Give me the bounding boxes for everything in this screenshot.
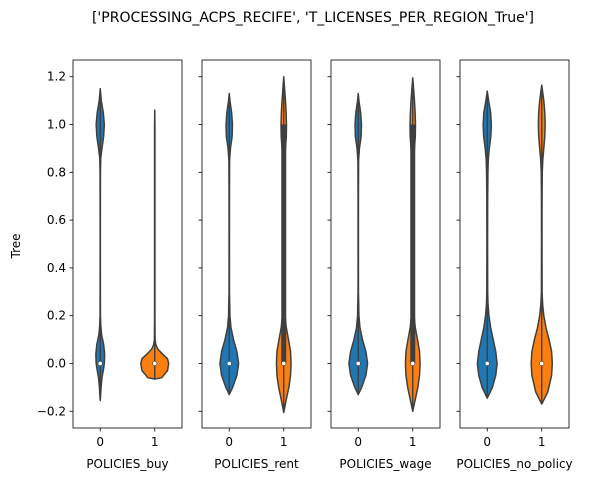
y-tick-label: 1.0 bbox=[47, 118, 66, 132]
panels: −0.2 0.0 0.2 0.4 0.6 0.8 1.0 1.2 0 1 POLICIES_buy 0… bbox=[37, 59, 573, 471]
axes-frame bbox=[330, 59, 441, 429]
y-axis-label: Tree bbox=[9, 233, 23, 259]
panel-3: 0 1 POLICIES_wage bbox=[327, 59, 441, 471]
violin-median bbox=[97, 360, 103, 366]
x-tick-label: 1 bbox=[538, 435, 546, 449]
x-axis-label: POLICIES_rent bbox=[214, 457, 299, 471]
figure-title: ['PROCESSING_ACPS_RECIFE', 'T_LICENSES_P… bbox=[92, 10, 534, 26]
violin-median bbox=[281, 360, 287, 366]
violin-median bbox=[152, 360, 158, 366]
x-axis-label: POLICIES_wage bbox=[339, 457, 431, 471]
y-tick-label: 0.6 bbox=[47, 213, 66, 227]
y-tick-label: 0.0 bbox=[47, 356, 66, 370]
x-tick-label: 0 bbox=[225, 435, 233, 449]
x-tick-label: 1 bbox=[280, 435, 288, 449]
y-tick-label: 0.4 bbox=[47, 261, 66, 275]
axes-frame bbox=[459, 59, 570, 429]
panel-2: 0 1 POLICIES_rent bbox=[198, 59, 312, 471]
x-axis-label: POLICIES_no_policy bbox=[456, 457, 572, 471]
x-tick-label: 0 bbox=[354, 435, 362, 449]
x-tick-label: 1 bbox=[151, 435, 159, 449]
x-axis-label: POLICIES_buy bbox=[86, 457, 168, 471]
y-tick-label: 0.8 bbox=[47, 165, 66, 179]
violin-median bbox=[226, 360, 232, 366]
x-tick-label: 0 bbox=[96, 435, 104, 449]
panel-1: −0.2 0.0 0.2 0.4 0.6 0.8 1.0 1.2 0 1 POLICIES_buy bbox=[37, 59, 183, 471]
violin-median bbox=[410, 360, 416, 366]
x-tick-label: 0 bbox=[483, 435, 491, 449]
panel-4: 0 1 POLICIES_no_policy bbox=[456, 59, 573, 471]
axes-frame bbox=[201, 59, 312, 429]
violin-median bbox=[484, 360, 490, 366]
axes-frame bbox=[72, 59, 183, 429]
violin-median bbox=[355, 360, 361, 366]
violin-iqr-box bbox=[410, 124, 416, 364]
violin-iqr-box bbox=[281, 124, 287, 364]
y-tick-label: 1.2 bbox=[47, 70, 66, 84]
violin-median bbox=[539, 360, 545, 366]
y-tick-label: −0.2 bbox=[37, 404, 66, 418]
y-tick-label: 0.2 bbox=[47, 309, 66, 323]
x-tick-label: 1 bbox=[409, 435, 417, 449]
